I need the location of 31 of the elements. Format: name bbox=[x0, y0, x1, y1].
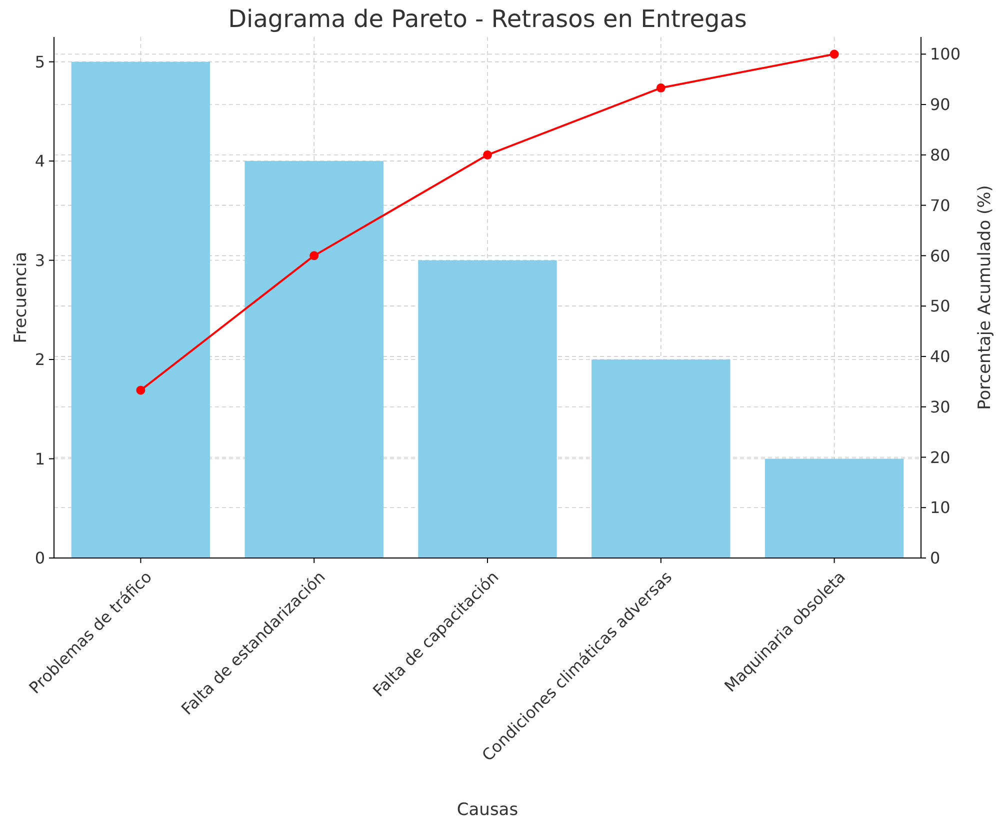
bar bbox=[244, 161, 384, 558]
y2-tick-label: 70 bbox=[930, 196, 950, 215]
y2-tick-label: 30 bbox=[930, 397, 950, 416]
bar bbox=[592, 360, 730, 558]
y2-axis-title: Porcentaje Acumulado (%) bbox=[975, 185, 995, 410]
bar bbox=[418, 260, 557, 558]
chart-title: Diagrama de Pareto - Retrasos en Entregas bbox=[228, 5, 747, 33]
y2-tick-label: 50 bbox=[930, 296, 950, 316]
point bbox=[830, 50, 839, 59]
y2-tick-label: 100 bbox=[930, 44, 961, 64]
x-axis-title: Causas bbox=[456, 800, 518, 820]
y2-tick-label: 10 bbox=[930, 498, 950, 518]
bar bbox=[764, 458, 904, 558]
y2-tick-label: 20 bbox=[930, 448, 950, 467]
point bbox=[483, 150, 492, 160]
y-tick-label: 3 bbox=[34, 250, 45, 270]
y-tick-label: 1 bbox=[34, 449, 45, 468]
y-tick-label: 4 bbox=[34, 152, 45, 171]
y-tick-label: 0 bbox=[34, 548, 45, 568]
y-axis-title: Frecuencia bbox=[11, 252, 31, 344]
y2-tick-label: 80 bbox=[930, 146, 950, 165]
bar bbox=[71, 62, 210, 558]
point bbox=[310, 251, 319, 260]
y2-tick-label: 0 bbox=[930, 548, 940, 568]
point bbox=[656, 83, 666, 92]
y2-tick-label: 90 bbox=[930, 95, 950, 114]
y2-tick-label: 40 bbox=[930, 347, 950, 366]
y-tick-label: 5 bbox=[34, 52, 45, 72]
y2-tick-label: 60 bbox=[930, 246, 950, 266]
y-tick-label: 2 bbox=[34, 350, 45, 370]
point bbox=[136, 386, 146, 395]
